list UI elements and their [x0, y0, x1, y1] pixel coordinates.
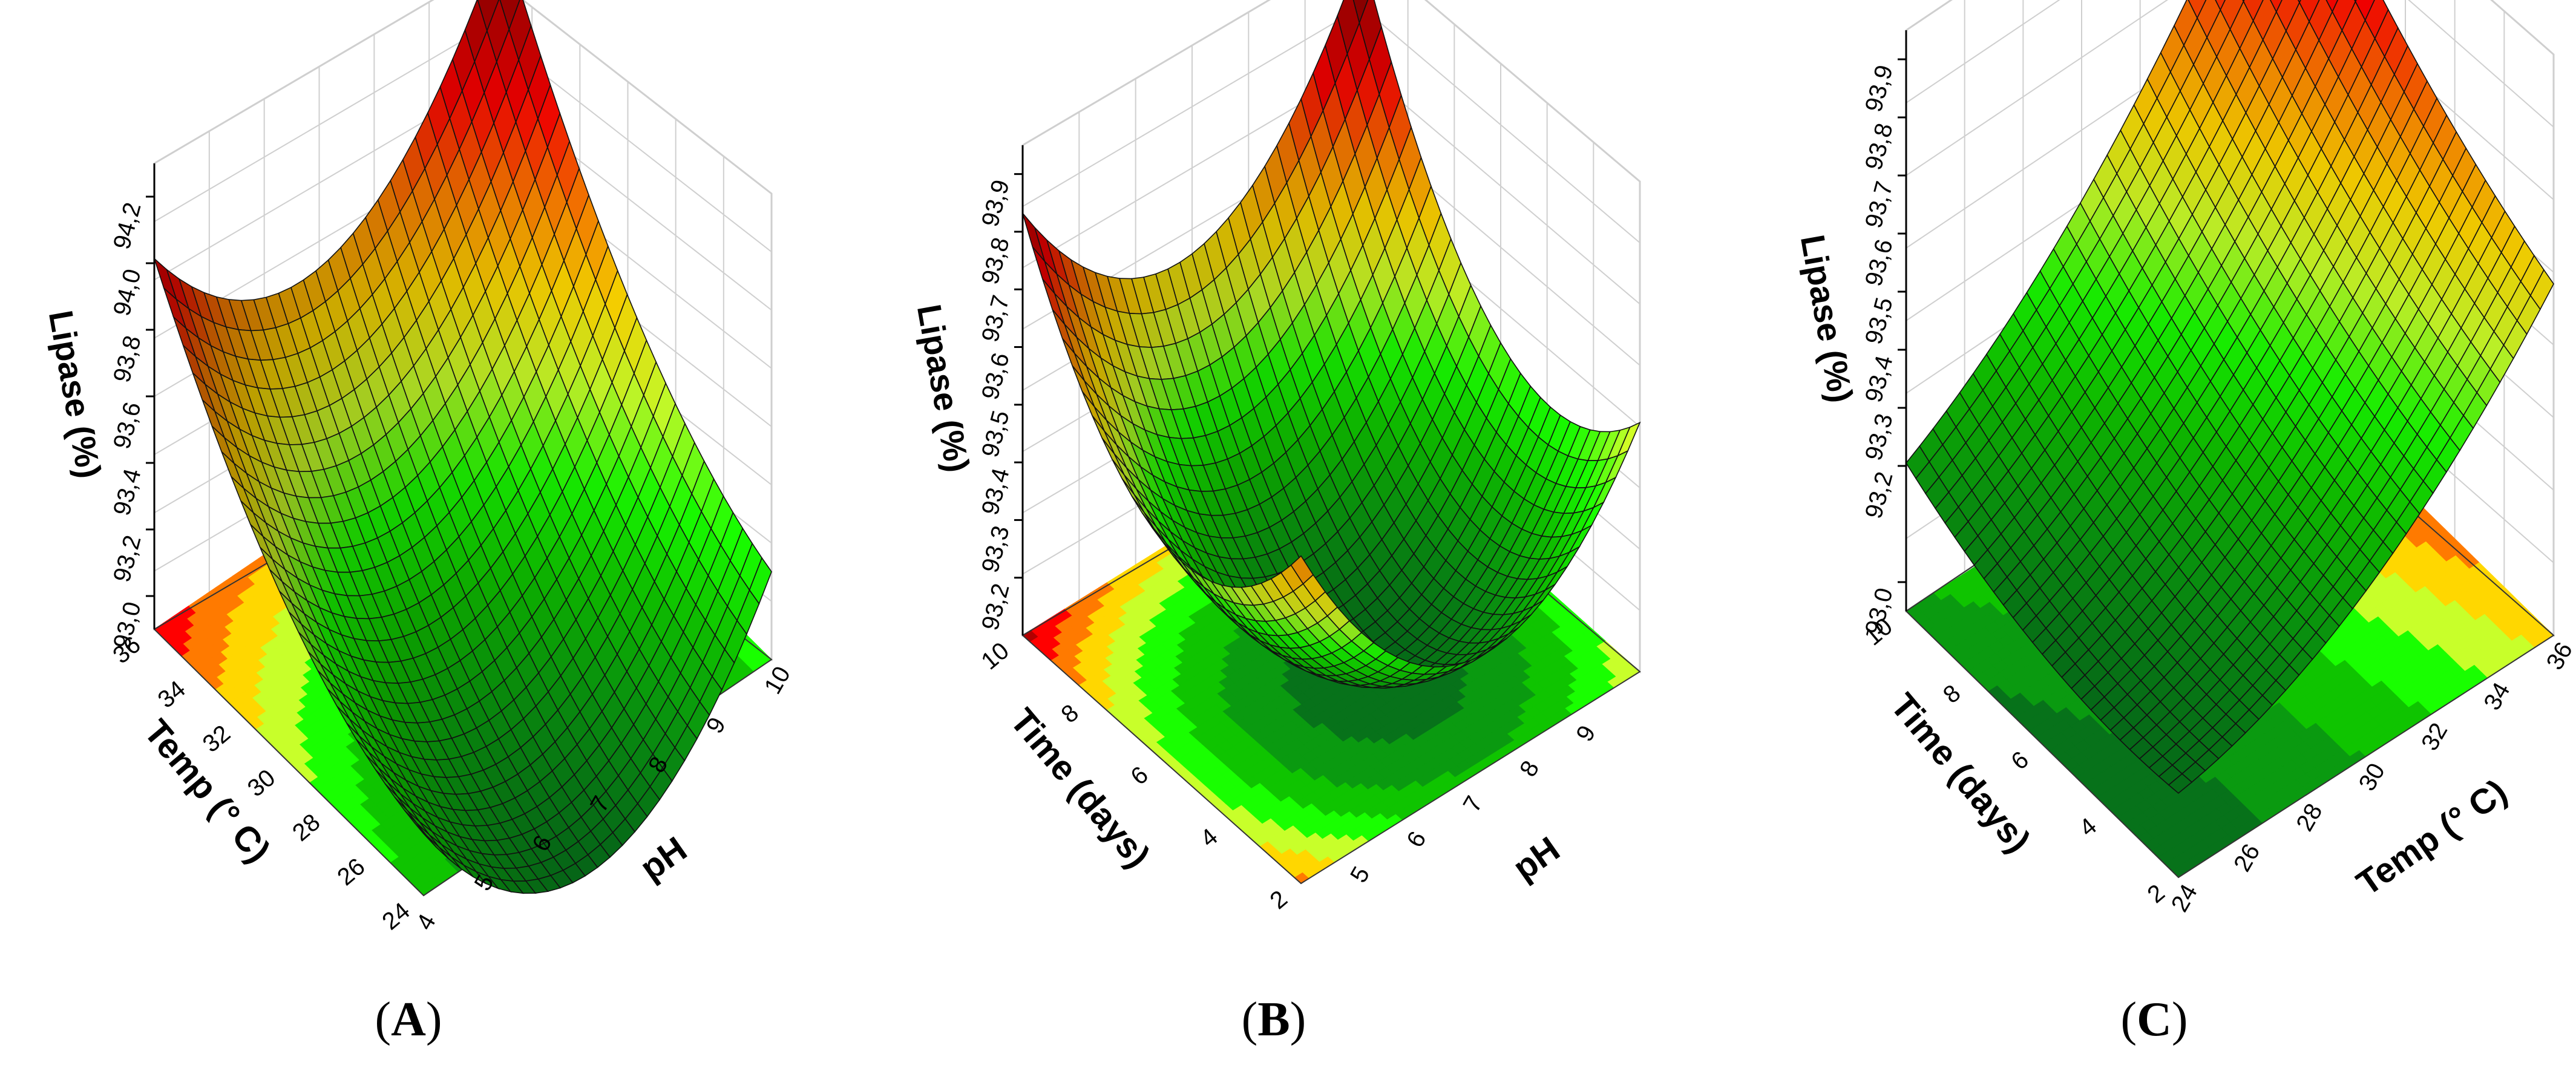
y-tick-label: 6 — [1126, 761, 1153, 790]
z-tick-label: 93,9 — [977, 177, 1015, 230]
response-surface — [153, 0, 772, 894]
x-axis-label: pH — [633, 829, 694, 888]
y-tick-label: 8 — [1056, 699, 1083, 729]
z-tick-label: 93,4 — [108, 466, 146, 519]
x-tick-label: 4 — [411, 909, 441, 934]
z-tick-label: 93,8 — [108, 333, 146, 385]
z-tick-label: 93,4 — [977, 465, 1015, 518]
y-tick-label: 30 — [243, 764, 280, 802]
wall-gridline — [154, 27, 485, 223]
x-tick-label: 9 — [1571, 721, 1601, 746]
z-tick-label: 93,5 — [977, 408, 1015, 460]
z-tick-label: 93,6 — [977, 350, 1015, 402]
y-tick-label: 24 — [377, 897, 415, 935]
x-tick-label: 8 — [1515, 756, 1544, 781]
y-tick-label: 26 — [332, 853, 370, 891]
x-tick-label: 10 — [759, 662, 796, 699]
chart-panel-B: 93,2 93,3 93,4 93,5 93,6 93,7 93,8 93,9 Lipase (… — [910, 0, 1641, 914]
z-tick-label: 94,0 — [108, 266, 146, 319]
x-tick-label: 9 — [701, 713, 731, 738]
y-tick-label: 2 — [1265, 885, 1292, 914]
y-tick-label: 32 — [198, 720, 235, 758]
z-tick-label: 94,2 — [108, 200, 146, 252]
x-tick-label: 5 — [1345, 862, 1375, 887]
z-tick-label: 93,6 — [108, 399, 146, 452]
z-axis-label: Lipase (%) — [42, 307, 109, 481]
z-tick-label: 93,7 — [977, 292, 1015, 345]
x-tick-label: 6 — [1401, 827, 1431, 852]
y-tick-label: 34 — [153, 676, 191, 713]
y-tick-label: 4 — [1195, 824, 1222, 853]
z-tick-label: 93,3 — [977, 523, 1015, 575]
z-tick-label: 93,2 — [977, 581, 1015, 634]
x-axis-label: pH — [1506, 829, 1567, 888]
y-tick-label: 28 — [287, 809, 325, 847]
x-tick-label: 7 — [1458, 791, 1488, 816]
chart-panel-C: 93,093,293,393,493,593,693,793,893,9Lipa… — [1794, 0, 2576, 917]
y-tick-label: 10 — [976, 637, 1014, 675]
z-tick-label: 93,8 — [977, 235, 1015, 287]
z-axis-label: Lipase (%) — [910, 301, 977, 475]
z-tick-label: 93,2 — [108, 532, 146, 585]
